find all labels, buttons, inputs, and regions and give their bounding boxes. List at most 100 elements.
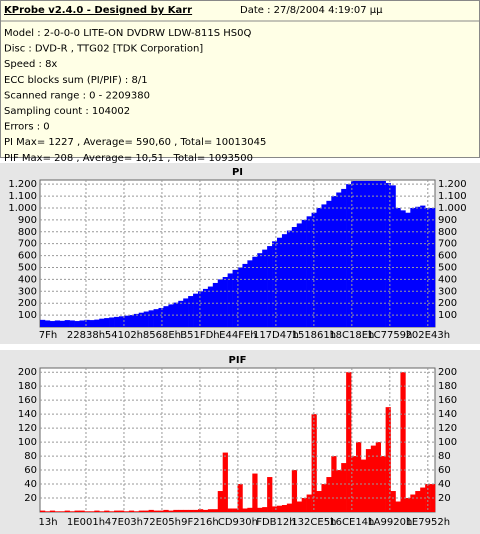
data-column xyxy=(242,508,248,512)
data-column xyxy=(405,212,411,327)
data-column xyxy=(104,318,110,327)
data-column xyxy=(74,321,80,327)
data-column xyxy=(109,317,115,327)
data-column xyxy=(356,180,362,327)
data-column xyxy=(360,459,367,512)
data-column xyxy=(326,477,332,512)
data-column xyxy=(133,511,140,512)
data-column xyxy=(198,291,204,327)
data-column xyxy=(148,509,154,512)
x-tick-label: 117D47h xyxy=(253,330,299,341)
x-tick-label: 1A9920h xyxy=(367,517,412,528)
y2-tick-label: 1.100 xyxy=(438,191,467,202)
data-column xyxy=(267,246,273,327)
data-column xyxy=(400,372,406,512)
data-column xyxy=(64,510,70,512)
date: Date : 27/8/2004 4:19:07 μμ xyxy=(240,5,383,16)
y-tick-label: 20 xyxy=(24,493,37,504)
y2-tick-label: 200 xyxy=(438,367,457,378)
y-tick-label: 400 xyxy=(18,274,37,285)
y2-tick-label: 40 xyxy=(438,479,451,490)
data-column xyxy=(252,473,258,512)
data-column xyxy=(104,510,110,512)
data-column xyxy=(193,509,199,512)
data-column xyxy=(410,494,416,512)
x-tick-label: 132CE5h xyxy=(291,517,336,528)
x-tick-label: 13h xyxy=(38,517,57,528)
x-tick-label: FDB12h xyxy=(256,517,295,528)
data-column xyxy=(64,320,70,327)
y-tick-label: 100 xyxy=(18,310,37,321)
data-column xyxy=(375,180,381,327)
y-tick-label: 60 xyxy=(24,465,37,476)
data-column xyxy=(365,180,372,327)
info-line: Errors : 0 xyxy=(4,122,50,133)
data-column xyxy=(301,219,307,327)
data-column xyxy=(291,470,298,512)
data-column xyxy=(202,288,209,327)
data-column xyxy=(153,309,159,327)
data-column xyxy=(163,306,169,327)
y2-tick-label: 140 xyxy=(438,409,457,420)
data-column xyxy=(40,510,46,512)
y2-tick-label: 120 xyxy=(438,423,457,434)
data-column xyxy=(395,501,401,512)
y-tick-label: 600 xyxy=(18,251,37,262)
data-column xyxy=(173,302,179,327)
data-column xyxy=(277,505,283,512)
info-line: Speed : 8x xyxy=(4,59,57,70)
data-column xyxy=(212,509,219,512)
data-column xyxy=(59,320,65,327)
data-column xyxy=(237,267,243,327)
y2-tick-label: 500 xyxy=(438,262,457,273)
data-column xyxy=(336,470,342,512)
data-column xyxy=(114,316,120,327)
data-column xyxy=(306,216,312,327)
y-tick-label: 200 xyxy=(18,367,37,378)
data-column xyxy=(272,241,278,327)
data-column xyxy=(385,407,391,512)
data-column xyxy=(227,273,233,327)
data-column xyxy=(163,509,169,512)
y2-tick-label: 180 xyxy=(438,381,457,392)
data-column xyxy=(178,300,184,327)
y2-tick-label: 100 xyxy=(438,310,457,321)
data-column xyxy=(321,204,327,327)
data-column xyxy=(420,205,426,327)
info-line: Model : 2-0-0-0 LITE-ON DVDRW LDW-811S H… xyxy=(4,28,251,39)
y-tick-label: 120 xyxy=(18,423,37,434)
data-column xyxy=(232,508,238,512)
data-column xyxy=(281,234,288,327)
info-line: PI Max= 1227 , Average= 590,60 , Total= … xyxy=(4,137,266,148)
data-column xyxy=(395,207,401,327)
data-column xyxy=(138,510,144,512)
y-tick-label: 160 xyxy=(18,395,37,406)
data-column xyxy=(232,269,238,327)
data-column xyxy=(252,256,258,327)
info-line: ECC blocks sum (PI/PIF) : 8/1 xyxy=(4,75,148,86)
data-column xyxy=(380,456,386,512)
data-column xyxy=(183,298,189,327)
data-column xyxy=(247,260,253,327)
data-column xyxy=(193,293,199,327)
data-column xyxy=(153,510,159,512)
y-tick-label: 1.000 xyxy=(8,203,37,214)
y2-tick-label: 1.200 xyxy=(438,179,467,190)
data-column xyxy=(44,511,51,512)
y-tick-label: 1.100 xyxy=(8,191,37,202)
data-column xyxy=(212,282,219,327)
x-tick-label: 54102h xyxy=(105,330,143,341)
y2-tick-label: 60 xyxy=(438,465,451,476)
data-column xyxy=(128,315,135,327)
data-column xyxy=(119,316,125,327)
data-column xyxy=(286,503,293,512)
y2-tick-label: 80 xyxy=(438,451,451,462)
data-column xyxy=(400,210,406,327)
data-column xyxy=(94,510,100,512)
y2-tick-label: 700 xyxy=(438,239,457,250)
y-tick-label: 40 xyxy=(24,479,37,490)
data-column xyxy=(341,188,347,327)
x-tick-label: 9F216h xyxy=(181,517,219,528)
y2-tick-label: 1.000 xyxy=(438,203,467,214)
x-tick-label: 8568Eh xyxy=(143,330,181,341)
